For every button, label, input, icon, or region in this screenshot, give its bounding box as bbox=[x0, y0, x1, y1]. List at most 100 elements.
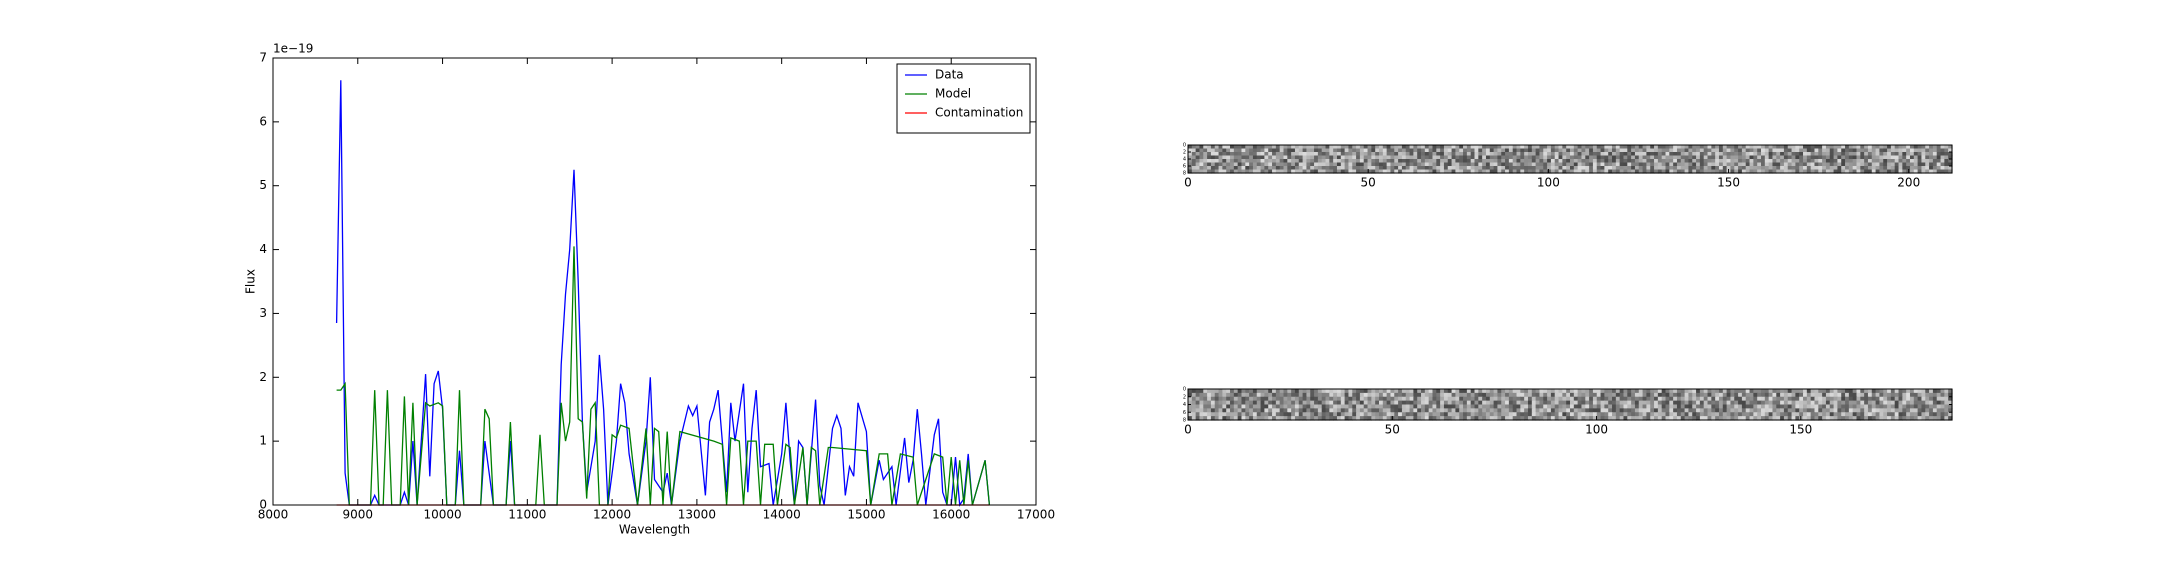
image-pixel bbox=[1398, 389, 1403, 394]
image-pixel bbox=[1501, 400, 1506, 406]
image-pixel bbox=[1791, 408, 1796, 413]
image-pixel bbox=[1306, 145, 1311, 150]
image-pixel bbox=[1722, 159, 1728, 164]
image-pixel bbox=[1527, 162, 1533, 167]
image-pixel bbox=[1673, 169, 1678, 174]
image-pixel bbox=[1566, 408, 1571, 413]
image-pixel bbox=[1589, 155, 1594, 160]
image-pixel bbox=[1688, 396, 1693, 402]
image-pixel bbox=[1375, 145, 1380, 150]
image-pixel bbox=[1222, 412, 1227, 417]
image-pixel bbox=[1409, 389, 1414, 394]
image-pixel bbox=[1692, 152, 1697, 157]
image-pixel bbox=[1317, 155, 1323, 160]
image-pixel bbox=[1764, 389, 1770, 394]
image-pixel bbox=[1440, 145, 1445, 150]
image-pixel bbox=[1894, 408, 1900, 413]
image-pixel bbox=[1741, 396, 1747, 402]
image-pixel bbox=[1188, 400, 1193, 406]
image-pixel bbox=[1864, 169, 1869, 174]
image-pixel bbox=[1466, 392, 1472, 398]
image-pixel bbox=[1791, 155, 1796, 160]
image-pixel bbox=[1527, 152, 1533, 157]
image-pixel bbox=[1268, 389, 1273, 394]
image-pixel bbox=[1837, 412, 1842, 417]
image-pixel bbox=[1940, 162, 1945, 167]
image-pixel bbox=[1543, 169, 1548, 174]
image-pixel bbox=[1837, 389, 1842, 394]
image-pixel bbox=[1371, 145, 1376, 150]
image-pixel bbox=[1382, 166, 1388, 171]
image-pixel bbox=[1539, 404, 1544, 409]
image-pixel bbox=[1520, 145, 1525, 150]
image-pixel bbox=[1428, 145, 1434, 150]
image-pixel bbox=[1707, 392, 1712, 398]
image-pixel bbox=[1894, 152, 1900, 157]
image-pixel bbox=[1707, 169, 1712, 174]
image-pixel bbox=[1730, 408, 1735, 413]
image-pixel bbox=[1566, 166, 1571, 171]
image-pixel bbox=[1359, 389, 1365, 394]
image-pixel bbox=[1925, 412, 1930, 417]
image-pixel bbox=[1275, 159, 1281, 164]
image-pixel bbox=[1493, 148, 1499, 153]
image-pixel bbox=[1730, 412, 1735, 417]
image-pixel bbox=[1386, 416, 1392, 421]
image-pixel bbox=[1692, 408, 1697, 413]
image-pixel bbox=[1711, 400, 1716, 406]
image-pixel bbox=[1909, 392, 1915, 398]
y-tick-label: 1 bbox=[259, 434, 267, 448]
image-pixel bbox=[1932, 145, 1938, 150]
image-pixel bbox=[1680, 404, 1686, 409]
image-pixel bbox=[1226, 392, 1231, 398]
image-pixel bbox=[1535, 145, 1541, 150]
image-pixel bbox=[1814, 169, 1819, 174]
image-pixel bbox=[1638, 404, 1644, 409]
image-pixel bbox=[1210, 408, 1216, 413]
image-pixel bbox=[1726, 155, 1732, 160]
image-pixel bbox=[1348, 148, 1353, 153]
image-pixel bbox=[1325, 152, 1330, 157]
image-pixel bbox=[1348, 152, 1353, 157]
image-pixel bbox=[1199, 400, 1204, 406]
image-pixel bbox=[1596, 145, 1602, 150]
image-pixel bbox=[1417, 169, 1422, 174]
x-tick-label: 150 bbox=[1789, 423, 1812, 437]
image-pixel bbox=[1275, 162, 1281, 167]
image-pixel bbox=[1547, 148, 1552, 153]
image-pixel bbox=[1631, 389, 1636, 394]
image-pixel bbox=[1390, 159, 1395, 164]
image-pixel bbox=[1356, 169, 1361, 174]
image-pixel bbox=[1382, 400, 1388, 406]
image-pixel bbox=[1577, 169, 1583, 174]
image-pixel bbox=[1944, 392, 1949, 398]
image-pixel bbox=[1585, 400, 1590, 406]
image-pixel bbox=[1214, 152, 1220, 157]
image-pixel bbox=[1612, 152, 1617, 157]
image-pixel bbox=[1940, 389, 1945, 394]
image-pixel bbox=[1524, 169, 1529, 174]
image-pixel bbox=[1436, 408, 1441, 413]
image-pixel bbox=[1680, 162, 1686, 167]
image-pixel bbox=[1272, 416, 1277, 421]
image-pixel bbox=[1887, 389, 1892, 394]
image-pixel bbox=[1707, 148, 1712, 153]
image-pixel bbox=[1638, 169, 1644, 174]
image-pixel bbox=[1294, 155, 1300, 160]
image-pixel bbox=[1887, 166, 1892, 171]
image-pixel bbox=[1329, 166, 1334, 171]
image-pixel bbox=[1547, 155, 1552, 160]
image-pixel bbox=[1585, 404, 1590, 409]
image-pixel bbox=[1379, 389, 1384, 394]
image-pixel bbox=[1512, 145, 1518, 150]
image-pixel bbox=[1317, 416, 1323, 421]
y-tick-label: 0 bbox=[1183, 387, 1186, 393]
image-pixel bbox=[1799, 392, 1804, 398]
image-pixel bbox=[1294, 416, 1300, 421]
image-pixel bbox=[1753, 169, 1758, 174]
image-pixel bbox=[1348, 162, 1353, 167]
image-pixel bbox=[1207, 166, 1212, 171]
image-pixel bbox=[1722, 392, 1728, 398]
image-pixel bbox=[1493, 155, 1499, 160]
image-pixel bbox=[1646, 412, 1651, 417]
